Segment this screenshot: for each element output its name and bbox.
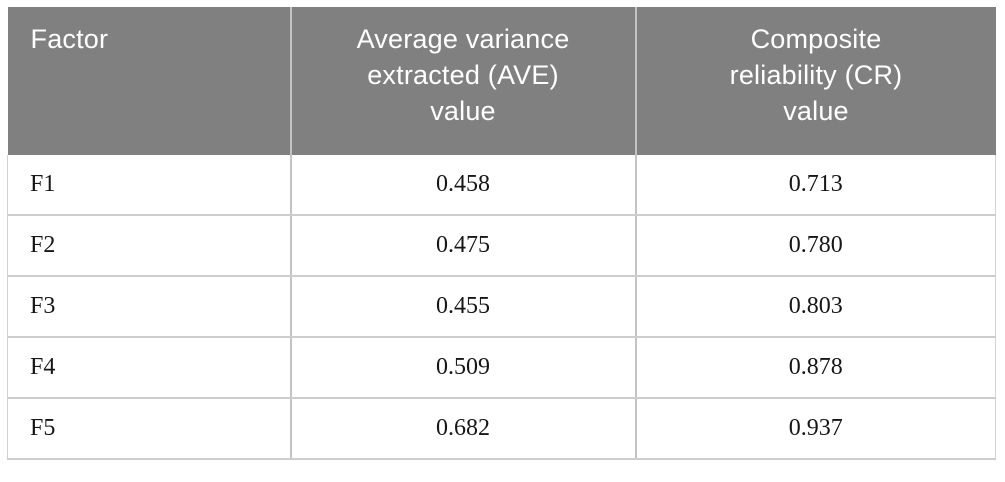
factor-cell: F5 (7, 398, 291, 460)
ave-cr-table-container: Factor Average variance extracted (AVE) … (7, 7, 996, 460)
column-header-factor: Factor (7, 7, 291, 155)
cr-value-cell: 0.937 (634, 398, 996, 460)
column-header-ave: Average variance extracted (AVE) value (289, 7, 636, 155)
table-row: F3 0.455 0.803 (7, 276, 996, 338)
cr-value-cell: 0.780 (634, 215, 996, 277)
factor-cell: F3 (7, 276, 291, 338)
ave-value-cell: 0.475 (289, 215, 636, 277)
ave-value-cell: 0.682 (289, 398, 636, 460)
table-row: F1 0.458 0.713 (7, 155, 996, 216)
ave-value-cell: 0.455 (289, 276, 636, 338)
ave-value-cell: 0.458 (289, 155, 636, 216)
ave-cr-table: Factor Average variance extracted (AVE) … (7, 7, 996, 460)
table-row: F4 0.509 0.878 (7, 337, 996, 399)
factor-cell: F4 (7, 337, 291, 399)
factor-cell: F2 (7, 215, 291, 277)
ave-value-cell: 0.509 (289, 337, 636, 399)
column-header-cr: Composite reliability (CR) value (634, 7, 996, 155)
cr-value-cell: 0.878 (634, 337, 996, 399)
table-header-row: Factor Average variance extracted (AVE) … (7, 7, 996, 155)
cr-value-cell: 0.803 (634, 276, 996, 338)
table-row: F2 0.475 0.780 (7, 215, 996, 277)
table-row: F5 0.682 0.937 (7, 398, 996, 460)
cr-value-cell: 0.713 (634, 155, 996, 216)
factor-cell: F1 (7, 155, 291, 216)
